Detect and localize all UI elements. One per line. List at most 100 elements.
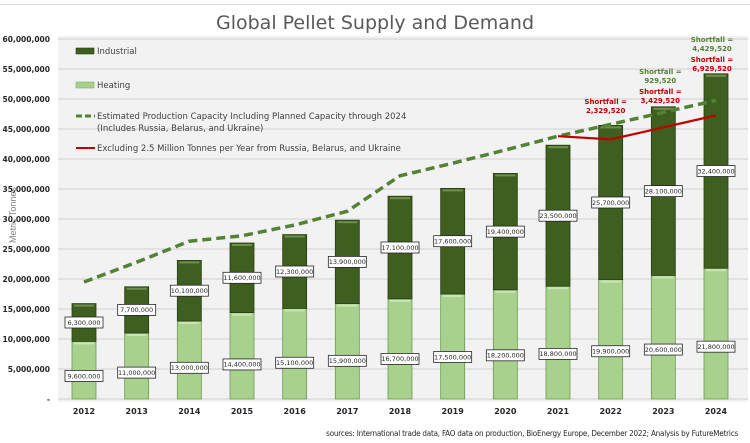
- data-label-heating-text: 19,900,000: [592, 348, 629, 356]
- bar-heating: [387, 298, 413, 400]
- y-tick-label: 20,000,000: [3, 275, 50, 284]
- data-label-industrial-box: [538, 209, 578, 222]
- data-label-heating-box: [275, 356, 315, 369]
- data-label-heating-box: [380, 353, 420, 365]
- data-label-industrial-box: [327, 255, 367, 268]
- data-label-heating-text: 18,800,000: [539, 350, 576, 358]
- x-tick-label: 2020: [494, 407, 517, 416]
- bar-heating: [229, 312, 255, 400]
- bar-industrial-highlight: [653, 107, 674, 110]
- bar-heating-highlight: [495, 290, 516, 293]
- gridlines: [58, 38, 748, 400]
- shortfall-annotation: Shortfall = 4,429,520: [691, 36, 734, 53]
- data-label-industrial: 32,400,000: [696, 165, 736, 177]
- data-label-heating: 18,800,000: [538, 347, 578, 360]
- data-label-industrial-box: [485, 225, 525, 238]
- data-label-heating: 11,000,000: [117, 366, 157, 379]
- data-label-industrial-box: [380, 241, 420, 254]
- bar-heating-highlight: [337, 304, 358, 307]
- y-tick-label: -: [47, 395, 50, 404]
- data-label-heating-box: [485, 349, 525, 362]
- data-label-heating-text: 15,900,000: [329, 357, 366, 365]
- data-label-heating-box: [696, 340, 736, 353]
- data-label-industrial-text: 6,300,000: [67, 319, 100, 327]
- bar-heating-highlight: [706, 269, 726, 272]
- x-tick-label: 2016: [284, 407, 307, 416]
- data-label-heating: 17,500,000: [433, 351, 473, 363]
- data-label-heating-text: 21,800,000: [697, 343, 734, 351]
- data-label-industrial-box: [117, 303, 157, 316]
- data-label-industrial-text: 13,900,000: [329, 258, 366, 266]
- bar-heating: [598, 279, 624, 400]
- y-tick-label: 30,000,000: [3, 215, 50, 224]
- x-tick-label: 2018: [389, 407, 412, 416]
- data-label-heating-box: [327, 354, 367, 367]
- bar-heating: [703, 267, 729, 400]
- data-label-heating: 19,900,000: [591, 345, 631, 358]
- data-label-industrial-text: 32,400,000: [697, 167, 734, 175]
- data-labels: 9,600,000 6,300,000 11,000,000 7,700,000 13,…: [64, 165, 736, 382]
- data-label-industrial: 12,300,000: [275, 265, 315, 278]
- x-tick-label: 2023: [652, 407, 674, 416]
- data-label-industrial: 17,100,000: [380, 241, 420, 254]
- bar-heating-highlight: [284, 309, 305, 312]
- data-label-heating-text: 9,600,000: [67, 372, 100, 380]
- legend-swatch-heating: [75, 81, 95, 89]
- data-label-heating: 9,600,000: [64, 370, 104, 382]
- legend-label-excluding: Excluding 2.5 Million Tonnes per Year fr…: [97, 144, 401, 154]
- bar-industrial-highlight: [706, 74, 726, 77]
- y-tick-label: 35,000,000: [3, 185, 50, 194]
- data-label-industrial-box: [64, 316, 104, 329]
- data-label-heating-box: [643, 343, 683, 356]
- excluding-line: [557, 114, 717, 141]
- bar-heating: [282, 307, 308, 400]
- bar-heating: [492, 289, 518, 400]
- legend: Industrial Heating Estimated Production …: [75, 47, 406, 154]
- x-tick-label: 2015: [231, 407, 254, 416]
- lines: [83, 98, 717, 284]
- bar-heating: [334, 303, 360, 400]
- bar-industrial-highlight: [284, 235, 305, 238]
- data-label-heating-text: 18,200,000: [487, 352, 524, 360]
- bar-industrial-highlight: [600, 126, 621, 129]
- y-tick-label: 10,000,000: [3, 335, 50, 344]
- data-label-industrial-text: 25,700,000: [592, 199, 629, 207]
- y-tick-label: 40,000,000: [3, 155, 50, 164]
- bar-heating-highlight: [653, 276, 674, 279]
- data-label-heating-text: 13,000,000: [171, 364, 208, 372]
- y-tick-label: 15,000,000: [3, 305, 50, 314]
- source-note: sources: International trade data, FAO d…: [326, 429, 738, 438]
- data-label-heating-text: 20,600,000: [645, 346, 682, 354]
- data-label-industrial-text: 19,400,000: [487, 228, 524, 236]
- data-label-heating-box: [169, 361, 209, 374]
- x-tick-label: 2022: [600, 407, 622, 416]
- data-label-industrial-text: 11,600,000: [223, 274, 260, 282]
- bar-industrial-highlight: [74, 304, 94, 307]
- x-tick-label: 2017: [336, 407, 358, 416]
- data-label-industrial-box: [696, 165, 736, 177]
- bar-industrial-highlight: [442, 189, 463, 192]
- data-label-heating-box: [222, 358, 262, 371]
- data-label-industrial-box: [643, 185, 683, 198]
- data-label-heating-text: 16,700,000: [381, 355, 418, 363]
- data-label-heating: 16,700,000: [380, 353, 420, 365]
- shortfall-annotation: Shortfall = 2,329,520: [584, 98, 627, 115]
- y-tick-label: 55,000,000: [3, 65, 50, 74]
- bar-heating: [650, 274, 676, 400]
- bar-industrial-highlight: [390, 197, 410, 200]
- data-label-industrial-box: [591, 196, 631, 209]
- data-label-industrial: 6,300,000: [64, 316, 104, 329]
- data-label-industrial-text: 28,100,000: [645, 187, 682, 195]
- bar-heating: [176, 320, 202, 400]
- data-label-heating: 20,600,000: [643, 343, 683, 356]
- data-label-industrial: 7,700,000: [117, 303, 157, 316]
- y-tick-label: 50,000,000: [3, 95, 50, 104]
- data-label-industrial-box: [222, 271, 262, 284]
- data-label-industrial-text: 17,100,000: [381, 244, 418, 252]
- x-tick-label: 2019: [442, 407, 465, 416]
- bar-heating-highlight: [390, 299, 410, 302]
- bar-industrial-highlight: [179, 261, 200, 264]
- data-label-industrial: 13,900,000: [327, 255, 367, 268]
- x-tick-label: 2012: [73, 407, 95, 416]
- bar-industrial-highlight: [495, 174, 516, 177]
